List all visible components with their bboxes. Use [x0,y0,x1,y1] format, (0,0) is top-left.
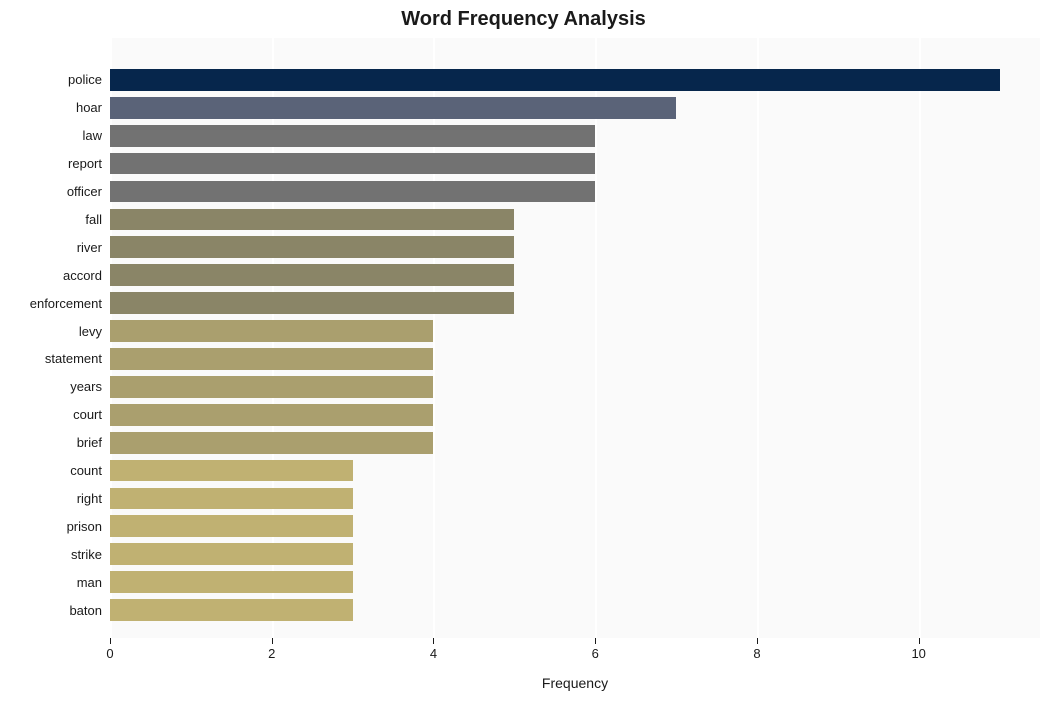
x-tick-mark [595,638,596,644]
x-tick-mark [919,638,920,644]
y-tick-label: officer [0,184,102,199]
bar [110,209,514,231]
x-tick-label: 0 [106,646,113,661]
y-tick-label: hoar [0,100,102,115]
bar [110,571,353,593]
bar [110,292,514,314]
bar [110,404,433,426]
bar [110,432,433,454]
y-tick-label: levy [0,324,102,339]
y-tick-label: river [0,240,102,255]
x-tick-label: 10 [911,646,925,661]
x-tick-label: 6 [592,646,599,661]
bar [110,236,514,258]
x-tick-label: 4 [430,646,437,661]
bar [110,69,1000,91]
y-tick-label: years [0,379,102,394]
bar [110,599,353,621]
grid-line [919,38,921,638]
y-tick-label: right [0,491,102,506]
bar [110,543,353,565]
bar [110,264,514,286]
y-tick-label: court [0,407,102,422]
y-tick-label: report [0,156,102,171]
bar [110,515,353,537]
x-tick-label: 8 [753,646,760,661]
y-tick-label: police [0,72,102,87]
grid-line [595,38,597,638]
bar [110,376,433,398]
bar [110,181,595,203]
x-tick-mark [110,638,111,644]
grid-line [757,38,759,638]
y-tick-label: statement [0,351,102,366]
bar [110,97,676,119]
bar [110,348,433,370]
x-tick-label: 2 [268,646,275,661]
bar [110,125,595,147]
y-tick-label: brief [0,435,102,450]
x-tick-mark [433,638,434,644]
plot-area [110,38,1040,638]
chart-title: Word Frequency Analysis [0,8,1047,31]
bar [110,460,353,482]
y-tick-label: enforcement [0,296,102,311]
bar [110,320,433,342]
x-axis-label: Frequency [110,675,1040,691]
chart-container: Word Frequency Analysis Frequency police… [0,0,1047,701]
y-tick-label: fall [0,212,102,227]
bar [110,153,595,175]
y-tick-label: strike [0,547,102,562]
x-tick-mark [272,638,273,644]
y-tick-label: law [0,128,102,143]
y-tick-label: baton [0,603,102,618]
bar [110,488,353,510]
x-tick-mark [757,638,758,644]
y-tick-label: man [0,575,102,590]
y-tick-label: prison [0,519,102,534]
y-tick-label: accord [0,268,102,283]
y-tick-label: count [0,463,102,478]
